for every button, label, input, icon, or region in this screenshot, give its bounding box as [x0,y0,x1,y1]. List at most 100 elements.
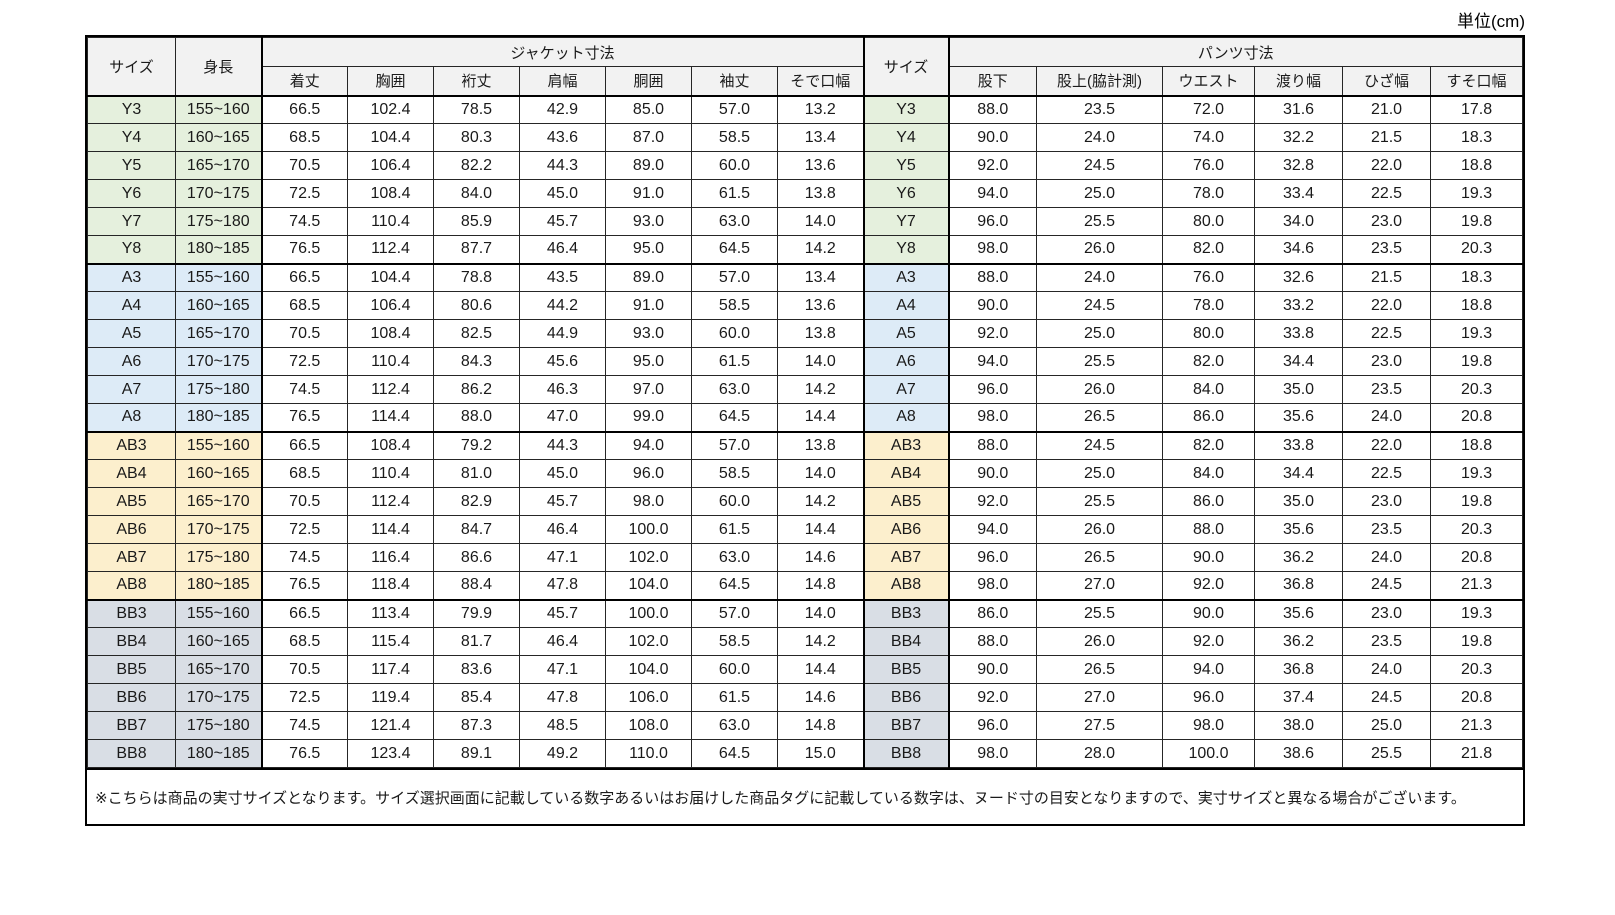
pants-value-cell: 18.3 [1430,262,1524,292]
height-cell: 155~160 [175,262,262,292]
pants-value-cell: 22.5 [1342,459,1432,488]
pants-value-cell: 22.5 [1342,319,1432,348]
height-cell: 180~185 [175,235,262,264]
jacket-value-cell: 47.1 [519,543,606,572]
jacket-value-cell: 93.0 [605,207,692,236]
pants-value-cell: 26.0 [1036,235,1164,264]
jacket-value-cell: 72.5 [260,347,348,376]
jacket-value-cell: 63.0 [691,543,778,572]
jacket-value-cell: 82.2 [433,151,520,180]
pants-value-cell: 19.8 [1430,347,1524,376]
size-table-grid: サイズ 身長 ジャケット寸法 サイズ パンツ寸法 着丈 胸囲 裄丈 肩幅 胴囲 袖丈 そで口… [87,37,1524,768]
jacket-value-cell: 110.0 [605,739,692,768]
jacket-value-cell: 84.0 [433,179,520,208]
pants-value-cell: 98.0 [1162,711,1256,740]
pants-value-cell: 23.5 [1342,515,1432,544]
pants-value-cell: 33.2 [1254,291,1344,320]
pants-value-cell: 18.8 [1430,291,1524,320]
jacket-value-cell: 110.4 [347,347,434,376]
jacket-value-cell: 114.4 [347,515,434,544]
pants-value-cell: 33.8 [1254,430,1344,460]
pants-value-cell: 33.8 [1254,319,1344,348]
jacket-value-cell: 44.2 [519,291,606,320]
jacket-value-cell: 47.8 [519,571,606,600]
table-row: Y8 180~185 76.5 112.4 87.7 46.4 95.0 64.5 14.2 Y8… [87,235,1524,264]
table-row: A7 175~180 74.5 112.4 86.2 46.3 97.0 63.0 14.2 A7… [87,375,1524,404]
jacket-value-cell: 14.0 [776,207,865,236]
jacket-value-cell: 123.4 [347,739,434,768]
table-row: Y3 155~160 66.5 102.4 78.5 42.9 85.0 57.0 13.2 Y3… [87,95,1524,124]
jacket-value-cell: 70.5 [260,655,348,684]
jacket-value-cell: 13.6 [776,291,865,320]
pants-value-cell: 22.0 [1342,151,1432,180]
jacket-value-cell: 68.5 [260,123,348,152]
jacket-value-cell: 49.2 [519,739,606,768]
pants-value-cell: 23.0 [1342,347,1432,376]
pants-value-cell: 74.0 [1162,123,1256,152]
pants-value-cell: 23.5 [1342,627,1432,656]
jacket-value-cell: 63.0 [691,375,778,404]
jacket-value-cell: 81.7 [433,627,520,656]
pants-value-cell: 32.2 [1254,123,1344,152]
jacket-value-cell: 42.9 [519,95,606,124]
pants-value-cell: 92.0 [948,151,1038,180]
pants-value-cell: 92.0 [948,487,1038,516]
table-row: Y5 165~170 70.5 106.4 82.2 44.3 89.0 60.0 13.6 Y5… [87,151,1524,180]
pants-value-cell: 88.0 [1162,515,1256,544]
jacket-value-cell: 46.3 [519,375,606,404]
jacket-value-cell: 108.4 [347,430,434,460]
jacket-value-cell: 112.4 [347,487,434,516]
jacket-value-cell: 14.2 [776,487,865,516]
jacket-value-cell: 46.4 [519,235,606,264]
pants-column-header: 股下 [948,66,1038,97]
table-row: BB5 165~170 70.5 117.4 83.6 47.1 104.0 60.0 14.4… [87,655,1524,684]
jacket-value-cell: 58.5 [691,627,778,656]
pants-value-cell: 20.8 [1430,543,1524,572]
size-cell: AB5 [87,487,176,516]
size-cell: AB3 [87,430,176,460]
jacket-column-header: 胸囲 [347,66,434,97]
pants-value-cell: 28.0 [1036,739,1164,768]
table-row: AB6 170~175 72.5 114.4 84.7 46.4 100.0 61.5 14.4… [87,515,1524,544]
pants-value-cell: 32.8 [1254,151,1344,180]
header-height: 身長 [175,37,262,97]
table-row: BB6 170~175 72.5 119.4 85.4 47.8 106.0 61.5 14.6… [87,683,1524,712]
pants-value-cell: 36.8 [1254,571,1344,600]
size-cell: BB8 [87,739,176,768]
pants-value-cell: 94.0 [1162,655,1256,684]
pants-value-cell: 86.0 [948,598,1038,628]
pants-value-cell: 21.8 [1430,739,1524,768]
jacket-value-cell: 74.5 [260,207,348,236]
jacket-value-cell: 66.5 [260,598,348,628]
jacket-value-cell: 14.2 [776,627,865,656]
table-row: AB5 165~170 70.5 112.4 82.9 45.7 98.0 60.0 14.2 A… [87,487,1524,516]
jacket-value-cell: 44.3 [519,151,606,180]
jacket-value-cell: 85.9 [433,207,520,236]
jacket-value-cell: 82.9 [433,487,520,516]
jacket-value-cell: 45.0 [519,179,606,208]
pants-value-cell: 21.3 [1430,711,1524,740]
jacket-value-cell: 14.8 [776,571,865,600]
jacket-value-cell: 60.0 [691,655,778,684]
table-row: A4 160~165 68.5 106.4 80.6 44.2 91.0 58.5 13.6 A4… [87,291,1524,320]
pants-value-cell: 92.0 [1162,627,1256,656]
pants-value-cell: 76.0 [1162,262,1256,292]
jacket-value-cell: 13.2 [776,95,865,124]
jacket-value-cell: 72.5 [260,683,348,712]
jacket-value-cell: 44.9 [519,319,606,348]
jacket-column-header: 裄丈 [433,66,520,97]
pants-value-cell: 27.5 [1036,711,1164,740]
pants-value-cell: 96.0 [948,711,1038,740]
pants-value-cell: 32.6 [1254,262,1344,292]
jacket-value-cell: 112.4 [347,375,434,404]
height-cell: 175~180 [175,543,262,572]
jacket-value-cell: 58.5 [691,291,778,320]
jacket-value-cell: 60.0 [691,487,778,516]
jacket-value-cell: 86.6 [433,543,520,572]
jacket-value-cell: 102.4 [347,95,434,124]
pants-value-cell: 96.0 [948,207,1038,236]
pants-value-cell: 24.0 [1342,543,1432,572]
pants-value-cell: 35.6 [1254,598,1344,628]
pants-value-cell: 26.0 [1036,515,1164,544]
size-cell: A5 [862,319,950,348]
